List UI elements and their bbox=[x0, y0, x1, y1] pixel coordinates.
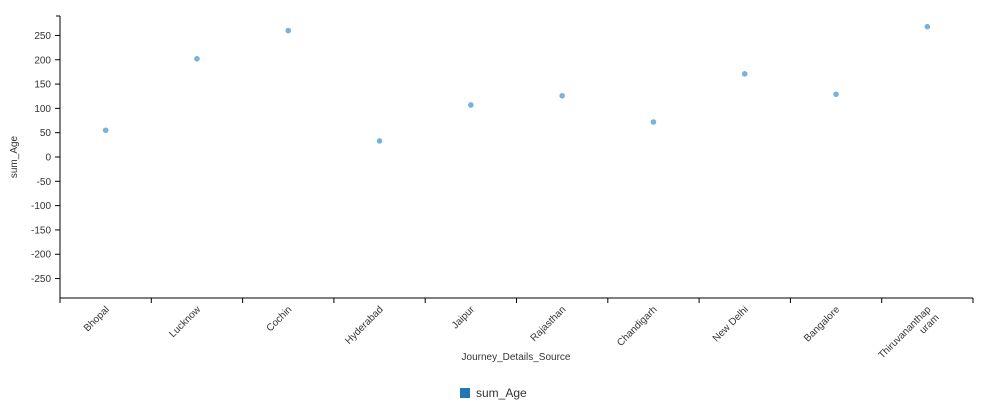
legend-label: sum_Age bbox=[476, 386, 527, 400]
data-point[interactable] bbox=[741, 71, 748, 77]
x-axis-title: Journey_Details_Source bbox=[462, 352, 571, 363]
y-tick-label: 0 bbox=[45, 153, 51, 164]
data-point[interactable] bbox=[650, 119, 657, 125]
data-point[interactable] bbox=[559, 92, 565, 99]
data-point[interactable] bbox=[376, 138, 383, 144]
data-point[interactable] bbox=[924, 23, 931, 30]
y-tick-label: 200 bbox=[34, 55, 51, 66]
y-axis-title: sum_Age bbox=[9, 135, 20, 178]
x-tick-label: Jaipur bbox=[450, 304, 478, 332]
y-tick-label: 100 bbox=[34, 104, 51, 115]
y-tick-label: 50 bbox=[40, 128, 52, 139]
x-tick-label: Lucknow bbox=[167, 304, 203, 340]
y-tick-label: -250 bbox=[31, 274, 51, 285]
y-tick-label: -150 bbox=[31, 225, 51, 236]
y-tick-label: 250 bbox=[34, 31, 51, 42]
x-tick-label: Thiruvananthapuram bbox=[877, 304, 942, 369]
data-point[interactable] bbox=[833, 91, 839, 98]
legend: sum_Age bbox=[460, 386, 527, 400]
data-point[interactable] bbox=[194, 55, 200, 62]
x-tick-label: Bhopal bbox=[82, 304, 112, 334]
y-tick-label: -200 bbox=[31, 250, 51, 261]
y-tick-label: -50 bbox=[37, 177, 52, 188]
y-axis: -250 -200 -150 -100 -50 0 50 100 150 200 250 bbox=[31, 15, 61, 298]
y-tick-label: 150 bbox=[34, 80, 51, 91]
x-tick-label: Hyderabad bbox=[343, 304, 385, 346]
data-point[interactable] bbox=[468, 102, 474, 108]
x-tick-label: Bangalore bbox=[802, 304, 842, 344]
x-tick-label: Chandigarh bbox=[615, 304, 659, 348]
data-point[interactable] bbox=[285, 27, 292, 34]
x-tick-label: Rajasthan bbox=[529, 304, 569, 344]
x-tick-label: Cochin bbox=[265, 304, 295, 334]
legend-swatch bbox=[460, 388, 470, 398]
data-point[interactable] bbox=[102, 127, 109, 134]
x-tick-label: New Delhi bbox=[711, 304, 751, 344]
data-points bbox=[102, 23, 931, 144]
y-tick-label: -100 bbox=[31, 201, 51, 212]
